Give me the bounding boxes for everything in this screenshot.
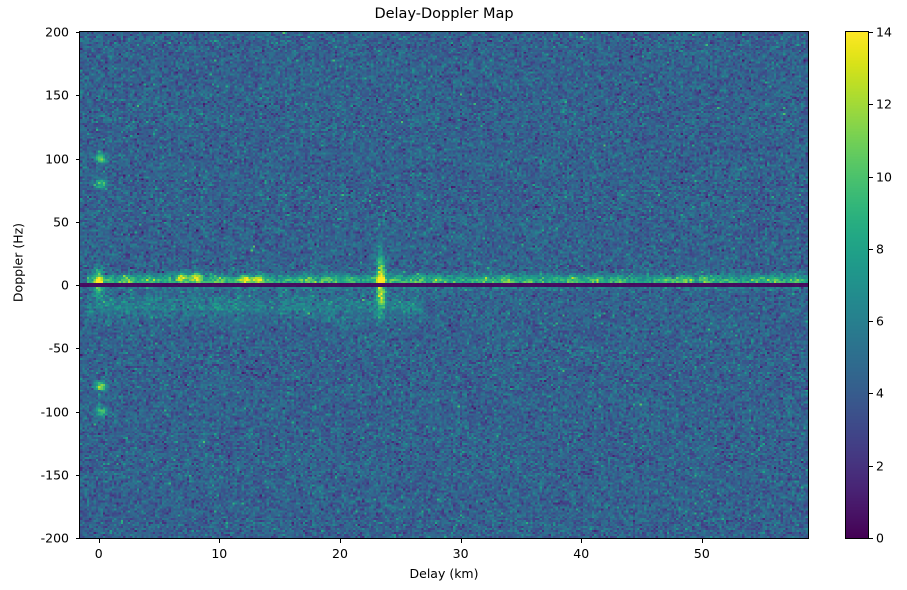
colorbar[interactable] (845, 31, 869, 539)
y-tick-label: 0 (61, 277, 69, 293)
colorbar-tick-mark (869, 393, 873, 395)
x-axis-label: Delay (km) (409, 566, 479, 581)
y-tick-mark (75, 411, 79, 413)
x-tick-label: 50 (693, 546, 710, 561)
y-tick-label: -100 (40, 404, 69, 419)
colorbar-tick-mark (869, 538, 873, 539)
colorbar-tick-label: 10 (876, 169, 892, 185)
y-axis-label: Doppler (Hz) (10, 222, 26, 303)
colorbar-tick-label: 0 (876, 530, 884, 546)
y-tick-mark (75, 95, 79, 97)
x-tick-label: 0 (94, 546, 103, 561)
y-tick-label: 100 (45, 151, 69, 166)
colorbar-tick-mark (869, 321, 873, 323)
heatmap-image (80, 32, 808, 538)
y-tick-label: -150 (40, 467, 69, 483)
colorbar-tick-mark (869, 465, 873, 467)
colorbar-tick-label: 4 (876, 385, 884, 401)
colorbar-tick-label: 2 (876, 458, 884, 474)
y-tick-mark (75, 348, 79, 350)
y-tick-label: 150 (45, 87, 69, 103)
x-tick-mark (581, 539, 583, 543)
y-tick-label: 200 (45, 24, 69, 40)
y-tick-mark (75, 285, 79, 286)
y-tick-mark (75, 158, 79, 160)
y-tick-mark (75, 538, 79, 539)
colorbar-tick-label: 12 (876, 96, 892, 112)
x-tick-mark (98, 539, 100, 543)
y-tick-label: 50 (53, 214, 69, 230)
page-title: Delay-Doppler Map (374, 6, 514, 22)
colorbar-tick-mark (869, 32, 873, 33)
x-tick-label: 10 (211, 546, 228, 561)
delay-doppler-heatmap-axes[interactable] (79, 31, 809, 539)
y-tick-mark (75, 32, 79, 33)
x-tick-label: 20 (332, 546, 348, 561)
x-tick-label: 40 (573, 546, 590, 561)
x-tick-mark (701, 539, 703, 543)
y-tick-label: -200 (40, 530, 69, 546)
y-tick-mark (75, 474, 79, 476)
y-tick-label: -50 (48, 340, 69, 356)
colorbar-gradient (846, 32, 868, 538)
x-tick-mark (219, 539, 221, 543)
x-tick-mark (339, 539, 341, 543)
colorbar-tick-label: 8 (876, 241, 884, 257)
colorbar-tick-mark (869, 104, 873, 106)
y-tick-mark (75, 221, 79, 223)
x-tick-label: 30 (452, 546, 469, 561)
colorbar-tick-label: 6 (876, 313, 884, 329)
x-tick-mark (460, 539, 462, 543)
colorbar-tick-mark (869, 248, 873, 250)
colorbar-tick-mark (869, 176, 873, 178)
colorbar-tick-label: 14 (876, 24, 892, 40)
